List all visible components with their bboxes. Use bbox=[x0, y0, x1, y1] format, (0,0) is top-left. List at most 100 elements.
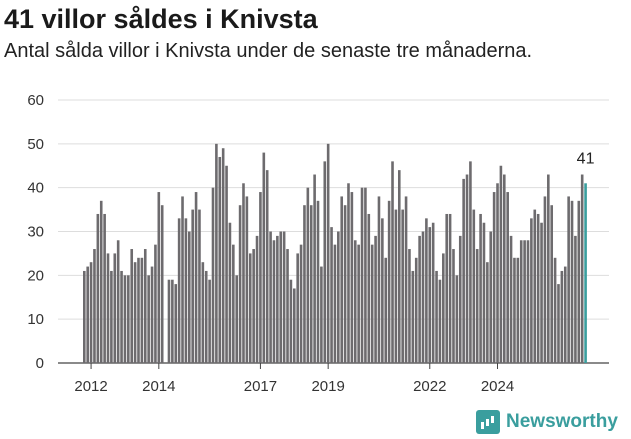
bar bbox=[442, 253, 445, 363]
bar bbox=[150, 266, 154, 363]
x-tick-label: 2014 bbox=[142, 378, 175, 395]
bar bbox=[513, 257, 516, 363]
bar bbox=[455, 275, 459, 363]
y-tick-label: 30 bbox=[27, 224, 44, 241]
bar bbox=[486, 262, 489, 363]
bar bbox=[296, 253, 299, 363]
bar bbox=[299, 244, 303, 363]
bar bbox=[198, 209, 201, 363]
bar bbox=[177, 218, 181, 363]
bar bbox=[86, 266, 89, 363]
bar bbox=[553, 257, 557, 363]
bar bbox=[171, 279, 174, 363]
bar bbox=[269, 231, 272, 363]
bar bbox=[157, 192, 161, 363]
bar bbox=[248, 253, 252, 363]
page-subtitle: Antal sålda villor i Knivsta under de se… bbox=[4, 40, 533, 62]
bar bbox=[452, 249, 455, 363]
bar bbox=[492, 192, 496, 363]
bar bbox=[374, 235, 377, 363]
bar bbox=[326, 143, 330, 363]
bar bbox=[540, 222, 543, 363]
bar bbox=[191, 209, 194, 363]
bar bbox=[83, 270, 86, 363]
bar bbox=[482, 222, 486, 363]
bar bbox=[353, 240, 357, 363]
bar bbox=[313, 174, 316, 363]
y-tick-label: 10 bbox=[27, 311, 44, 328]
bar bbox=[235, 275, 239, 363]
bar bbox=[547, 174, 550, 363]
bar bbox=[343, 205, 347, 363]
bar bbox=[103, 213, 106, 363]
bar bbox=[404, 196, 408, 363]
bar bbox=[289, 279, 293, 363]
bar bbox=[279, 231, 283, 363]
bar bbox=[194, 192, 198, 363]
bar bbox=[232, 244, 235, 363]
newsworthy-logo[interactable]: Newsworthy bbox=[476, 408, 618, 436]
bar bbox=[127, 275, 130, 363]
bar bbox=[401, 209, 404, 363]
bar bbox=[425, 218, 428, 363]
bar bbox=[364, 187, 367, 363]
bar bbox=[286, 249, 289, 363]
bar bbox=[458, 235, 462, 363]
bar bbox=[208, 279, 211, 363]
bar bbox=[337, 231, 340, 363]
bar bbox=[238, 205, 242, 363]
chart-bars bbox=[83, 143, 587, 363]
bar bbox=[340, 196, 344, 363]
bar bbox=[218, 156, 222, 363]
bar bbox=[225, 165, 228, 363]
bar bbox=[204, 270, 208, 363]
bar bbox=[242, 183, 245, 363]
bar bbox=[570, 200, 574, 363]
bar bbox=[357, 244, 360, 363]
brand-name: Newsworthy bbox=[506, 411, 618, 432]
bar bbox=[377, 196, 381, 363]
bar bbox=[89, 262, 93, 363]
bar bbox=[567, 196, 570, 363]
bar bbox=[469, 161, 472, 363]
bar bbox=[523, 240, 526, 363]
data-label-latest: 41 bbox=[577, 150, 595, 167]
bar bbox=[560, 270, 564, 363]
x-tick-label: 2012 bbox=[74, 378, 107, 395]
y-tick-label: 20 bbox=[27, 267, 44, 284]
bar bbox=[228, 222, 232, 363]
bar bbox=[187, 231, 191, 363]
bar bbox=[323, 161, 327, 363]
bar bbox=[252, 249, 255, 363]
bar bbox=[435, 270, 438, 363]
bar bbox=[408, 249, 411, 363]
bar bbox=[259, 192, 262, 363]
bar bbox=[489, 231, 493, 363]
bar bbox=[265, 170, 269, 363]
bar bbox=[391, 161, 394, 363]
bar bbox=[431, 222, 435, 363]
bar bbox=[414, 257, 418, 363]
bar bbox=[428, 227, 432, 363]
bar bbox=[201, 262, 205, 363]
bar bbox=[411, 270, 415, 363]
bar bbox=[367, 213, 371, 363]
bar bbox=[120, 270, 123, 363]
y-tick-label: 0 bbox=[36, 355, 44, 372]
bar bbox=[387, 200, 391, 363]
x-tick-label: 2022 bbox=[413, 378, 446, 395]
bar bbox=[530, 218, 533, 363]
x-tick-label: 2019 bbox=[311, 378, 344, 395]
x-tick-label: 2017 bbox=[244, 378, 277, 395]
bar bbox=[211, 187, 215, 363]
bar bbox=[509, 235, 513, 363]
bar bbox=[496, 183, 499, 363]
bar bbox=[181, 196, 184, 363]
bar bbox=[526, 240, 530, 363]
bar bbox=[519, 240, 523, 363]
bar bbox=[147, 275, 150, 363]
bar bbox=[438, 279, 442, 363]
bar bbox=[465, 174, 469, 363]
bar bbox=[516, 257, 520, 363]
bar bbox=[106, 253, 110, 363]
